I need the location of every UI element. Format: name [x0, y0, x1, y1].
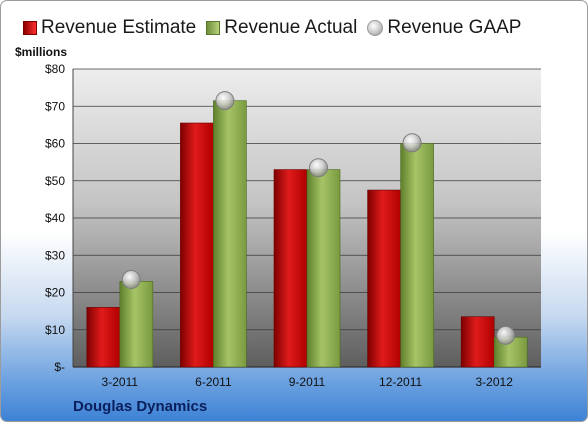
- bar-revenue-estimate: [86, 307, 121, 368]
- legend-swatch-estimate: [23, 21, 37, 35]
- y-tick-label: $40: [45, 211, 65, 225]
- bar-revenue-estimate: [273, 169, 308, 368]
- y-tick-label: $10: [45, 323, 65, 337]
- bar-revenue-actual: [119, 281, 154, 368]
- x-axis-ticks: 3-2011 6-2011 9-2011 12-2011 3-2012: [102, 375, 514, 389]
- marker-revenue-gaap: [309, 158, 328, 178]
- bars: [86, 100, 528, 368]
- legend-label-gaap: Revenue GAAP: [387, 17, 522, 38]
- x-tick-label: 3-2012: [476, 375, 514, 389]
- legend-label-actual: Revenue Actual: [224, 17, 358, 38]
- legend: Revenue Estimate Revenue Actual Revenue …: [23, 15, 531, 41]
- legend-swatch-actual: [206, 21, 221, 35]
- legend-item-estimate: Revenue Estimate: [23, 17, 196, 39]
- y-axis-units-label: $millions: [15, 45, 68, 59]
- bar-revenue-actual: [213, 100, 247, 368]
- bar-revenue-estimate: [460, 316, 495, 368]
- gaap-markers: [121, 91, 516, 345]
- x-tick-label: 12-2011: [379, 375, 422, 389]
- marker-revenue-gaap: [402, 133, 422, 153]
- bar-revenue-actual: [400, 143, 434, 368]
- y-tick-label: $80: [45, 62, 65, 76]
- bar-revenue-actual: [306, 169, 341, 368]
- y-tick-label: $20: [45, 286, 65, 300]
- x-tick-label: 9-2011: [289, 375, 326, 389]
- bar-revenue-estimate: [180, 122, 214, 368]
- legend-label-estimate: Revenue Estimate: [41, 17, 197, 38]
- y-tick-label: $30: [45, 248, 65, 262]
- y-tick-label: $70: [45, 99, 65, 113]
- y-tick-label: $50: [45, 174, 65, 188]
- legend-item-gaap: Revenue GAAP: [367, 17, 521, 39]
- marker-revenue-gaap: [121, 269, 141, 289]
- marker-revenue-gaap: [496, 325, 516, 345]
- marker-revenue-gaap: [215, 91, 235, 111]
- x-tick-label: 6-2011: [195, 375, 232, 389]
- x-tick-label: 3-2011: [102, 375, 139, 389]
- y-axis-ticks: $- $10 $20 $30 $40 $50 $60 $70 $80: [45, 62, 65, 374]
- company-name: Douglas Dynamics: [73, 398, 208, 415]
- y-tick-label: $60: [45, 137, 65, 151]
- y-tick-label: $-: [54, 360, 65, 374]
- legend-item-actual: Revenue Actual: [206, 17, 357, 39]
- legend-swatch-gaap: [367, 20, 384, 36]
- bar-revenue-estimate: [367, 189, 401, 368]
